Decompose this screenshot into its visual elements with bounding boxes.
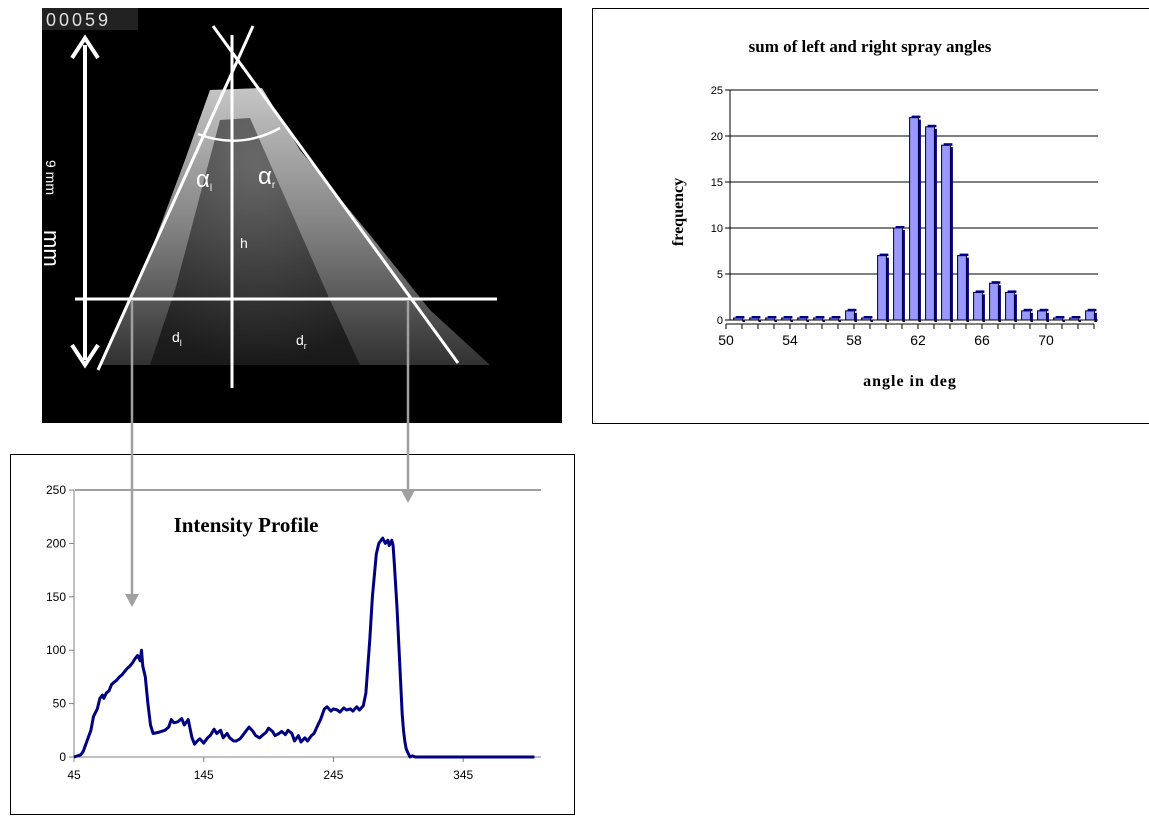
histogram-bar-side <box>918 120 921 322</box>
profile-title: Intensity Profile <box>174 513 319 537</box>
height-label: h <box>240 235 248 251</box>
histogram-ytick-label: 20 <box>711 131 723 143</box>
histogram-bar-top <box>1008 290 1017 293</box>
histogram-bar-top <box>800 316 809 319</box>
histogram-bar <box>990 283 999 320</box>
histogram-bar-side <box>998 285 1001 322</box>
histogram-ytick-label: 0 <box>717 315 723 327</box>
profile-ytick-label: 250 <box>46 483 66 497</box>
histogram-xlabel: angle in deg <box>863 373 957 390</box>
histogram-bar-top <box>896 226 905 229</box>
histogram-xtick-label: 62 <box>910 332 926 348</box>
histogram-bar-top <box>864 316 873 319</box>
histogram-ylabel: frequency <box>670 178 687 246</box>
histogram-bar-top <box>912 116 921 119</box>
profile-ytick-label: 100 <box>46 643 66 657</box>
intensity-profile-panel: Intensity Profile 0 50 100 150 200 250 45 145 24… <box>11 455 575 815</box>
profile-xtick-label: 145 <box>194 768 214 782</box>
profile-ytick-label: 150 <box>46 590 66 604</box>
histogram-bar-top <box>832 316 841 319</box>
histogram-bar-top <box>1024 309 1033 312</box>
histogram-bar-side <box>950 147 953 322</box>
histogram-bar-side <box>982 294 985 322</box>
histogram-xtick-label: 50 <box>718 332 734 348</box>
histogram-bar-top <box>768 316 777 319</box>
histogram-bar-top <box>1088 309 1097 312</box>
histogram-bar-side <box>902 230 905 322</box>
histogram-bar <box>1038 311 1047 320</box>
histogram-bar <box>1022 311 1031 320</box>
profile-ytick-label: 0 <box>59 750 66 764</box>
histogram-bar <box>942 145 951 320</box>
histogram-ytick-label: 5 <box>717 269 723 281</box>
histogram-bar <box>1086 311 1095 320</box>
profile-xtick-label: 345 <box>453 768 473 782</box>
histogram-xtick-label: 66 <box>974 332 990 348</box>
histogram-bar-top <box>784 316 793 319</box>
histogram-ytick-label: 25 <box>711 85 723 97</box>
profile-ytick-label: 50 <box>53 697 67 711</box>
scale-label-small: 9 mm <box>43 160 59 195</box>
histogram-title: sum of left and right spray angles <box>749 37 992 56</box>
histogram-bar-top <box>736 316 745 319</box>
histogram-ytick-label: 15 <box>711 177 723 189</box>
histogram-bar-side <box>934 129 937 322</box>
histogram-bar <box>1006 292 1015 320</box>
histogram-bar-top <box>992 281 1001 284</box>
histogram-bar <box>894 228 903 320</box>
spray-image-panel: 00059 9 mm mm αl αr h dl dr <box>39 8 562 423</box>
histogram-bar-top <box>928 125 937 128</box>
histogram-bar-top <box>816 316 825 319</box>
profile-ytick-label: 200 <box>46 536 66 550</box>
histogram-bar <box>910 118 919 320</box>
histogram-bar-top <box>1040 309 1049 312</box>
histogram-xtick-label: 70 <box>1038 332 1054 348</box>
histogram-panel: sum of left and right spray angles frequ… <box>593 9 1149 424</box>
histogram-ytick-label: 10 <box>711 223 723 235</box>
scale-label-large: mm <box>39 230 64 267</box>
histogram-bar <box>846 311 855 320</box>
histogram-bar-top <box>976 290 985 293</box>
profile-xtick-label: 45 <box>67 768 81 782</box>
histogram-bar <box>958 256 967 320</box>
histogram-xtick-label: 58 <box>846 332 862 348</box>
histogram-bar-side <box>1094 313 1097 322</box>
histogram-bar-side <box>1014 294 1017 322</box>
histogram-bar-side <box>1046 313 1049 322</box>
histogram-bar-side <box>966 258 969 322</box>
histogram-bar-top <box>960 254 969 257</box>
histogram-bar-side <box>854 313 857 322</box>
profile-frame <box>11 455 575 815</box>
histogram-bar-top <box>848 309 857 312</box>
histogram-bar <box>878 256 887 320</box>
histogram-xtick-label: 54 <box>782 332 798 348</box>
histogram-bar-top <box>1072 316 1081 319</box>
histogram-bar-top <box>1056 316 1065 319</box>
histogram-bar-top <box>752 316 761 319</box>
histogram-bar-top <box>880 254 889 257</box>
histogram-bar <box>926 127 935 320</box>
frame-counter: 00059 <box>46 10 111 30</box>
profile-xtick-label: 245 <box>323 768 343 782</box>
histogram-bar-top <box>944 143 953 146</box>
histogram-bar <box>974 292 983 320</box>
histogram-bar-side <box>1030 313 1033 322</box>
histogram-bar-side <box>886 258 889 322</box>
alpha-left-label: αl <box>196 166 212 194</box>
